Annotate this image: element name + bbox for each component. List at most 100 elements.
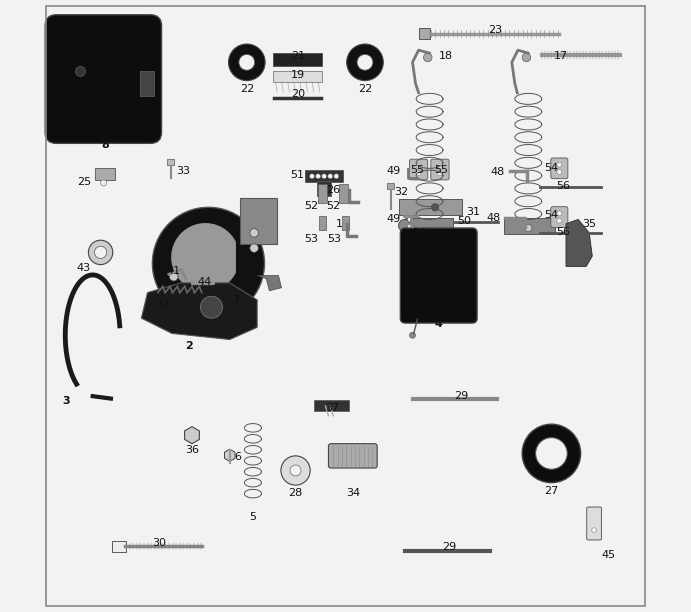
Text: 6: 6 <box>235 452 242 462</box>
Text: 26: 26 <box>327 185 341 195</box>
Text: 32: 32 <box>395 187 408 197</box>
Text: 7: 7 <box>232 295 240 305</box>
Text: 43: 43 <box>77 263 91 274</box>
FancyBboxPatch shape <box>419 28 430 39</box>
Text: 29: 29 <box>454 391 468 401</box>
FancyBboxPatch shape <box>95 168 115 180</box>
FancyBboxPatch shape <box>328 444 377 468</box>
FancyBboxPatch shape <box>240 198 277 244</box>
Circle shape <box>153 207 265 319</box>
Text: 1: 1 <box>335 220 343 230</box>
Polygon shape <box>566 220 592 266</box>
Circle shape <box>591 528 596 532</box>
Circle shape <box>95 246 106 258</box>
Text: 55: 55 <box>434 165 448 174</box>
Text: 48: 48 <box>491 167 505 177</box>
FancyBboxPatch shape <box>319 216 326 231</box>
Text: 53: 53 <box>304 234 318 244</box>
Text: 42: 42 <box>155 299 170 308</box>
FancyBboxPatch shape <box>167 159 174 165</box>
Text: 22: 22 <box>358 84 372 94</box>
Circle shape <box>407 225 415 232</box>
Text: 44: 44 <box>197 277 211 287</box>
Text: 17: 17 <box>554 51 568 61</box>
Circle shape <box>557 162 562 167</box>
Text: 21: 21 <box>291 51 305 61</box>
Polygon shape <box>225 449 235 461</box>
Text: 28: 28 <box>288 488 303 498</box>
Text: 48: 48 <box>486 214 501 223</box>
FancyBboxPatch shape <box>273 71 322 83</box>
Polygon shape <box>257 275 281 291</box>
Circle shape <box>290 465 301 476</box>
Circle shape <box>88 240 113 264</box>
Circle shape <box>101 180 106 186</box>
FancyBboxPatch shape <box>339 184 348 203</box>
Circle shape <box>557 170 562 174</box>
Text: 25: 25 <box>77 177 91 187</box>
Circle shape <box>424 53 432 62</box>
FancyBboxPatch shape <box>318 184 327 203</box>
FancyBboxPatch shape <box>399 199 462 215</box>
Circle shape <box>524 225 532 232</box>
Circle shape <box>522 424 580 483</box>
FancyBboxPatch shape <box>400 228 477 323</box>
FancyBboxPatch shape <box>410 159 428 180</box>
Text: 49: 49 <box>386 166 400 176</box>
Text: 29: 29 <box>442 542 456 553</box>
Circle shape <box>322 174 327 179</box>
Circle shape <box>229 44 265 81</box>
Text: 2: 2 <box>185 341 193 351</box>
Text: 31: 31 <box>466 207 480 217</box>
FancyBboxPatch shape <box>405 218 453 234</box>
Circle shape <box>536 438 567 469</box>
Circle shape <box>408 217 413 222</box>
Text: 19: 19 <box>291 70 305 80</box>
Text: 49: 49 <box>386 214 400 225</box>
Text: 4: 4 <box>434 319 442 329</box>
Circle shape <box>399 220 410 232</box>
Text: 41: 41 <box>167 266 181 277</box>
Text: 3: 3 <box>63 396 70 406</box>
Circle shape <box>410 332 415 338</box>
FancyBboxPatch shape <box>587 507 601 540</box>
Circle shape <box>250 244 258 252</box>
Text: 55: 55 <box>410 165 424 174</box>
Circle shape <box>281 456 310 485</box>
Circle shape <box>169 272 178 281</box>
Text: 36: 36 <box>185 445 199 455</box>
FancyBboxPatch shape <box>317 181 332 196</box>
Circle shape <box>416 163 421 168</box>
Text: 35: 35 <box>582 220 596 230</box>
Text: 54: 54 <box>545 210 558 220</box>
Circle shape <box>357 54 373 70</box>
FancyBboxPatch shape <box>273 53 322 66</box>
Circle shape <box>557 211 562 216</box>
Circle shape <box>334 174 339 179</box>
Text: 33: 33 <box>176 166 190 176</box>
Polygon shape <box>184 427 200 444</box>
Text: 52: 52 <box>304 201 318 211</box>
Circle shape <box>557 218 562 223</box>
Circle shape <box>200 296 223 318</box>
FancyBboxPatch shape <box>551 158 568 179</box>
FancyBboxPatch shape <box>314 400 349 411</box>
Text: 18: 18 <box>439 51 453 61</box>
Circle shape <box>437 171 442 176</box>
Text: 52: 52 <box>327 201 341 211</box>
Circle shape <box>328 174 332 179</box>
Text: 51: 51 <box>290 170 304 179</box>
Circle shape <box>239 54 255 70</box>
Circle shape <box>310 174 314 179</box>
Text: 56: 56 <box>557 227 571 237</box>
Circle shape <box>431 204 439 211</box>
Text: 8: 8 <box>101 140 108 150</box>
Text: 45: 45 <box>601 550 616 560</box>
Text: 56: 56 <box>557 181 571 191</box>
Text: 22: 22 <box>240 84 254 94</box>
Text: 23: 23 <box>488 24 502 34</box>
Text: 5: 5 <box>249 512 256 522</box>
FancyBboxPatch shape <box>140 72 153 96</box>
Circle shape <box>416 171 421 176</box>
Text: 53: 53 <box>328 234 341 244</box>
